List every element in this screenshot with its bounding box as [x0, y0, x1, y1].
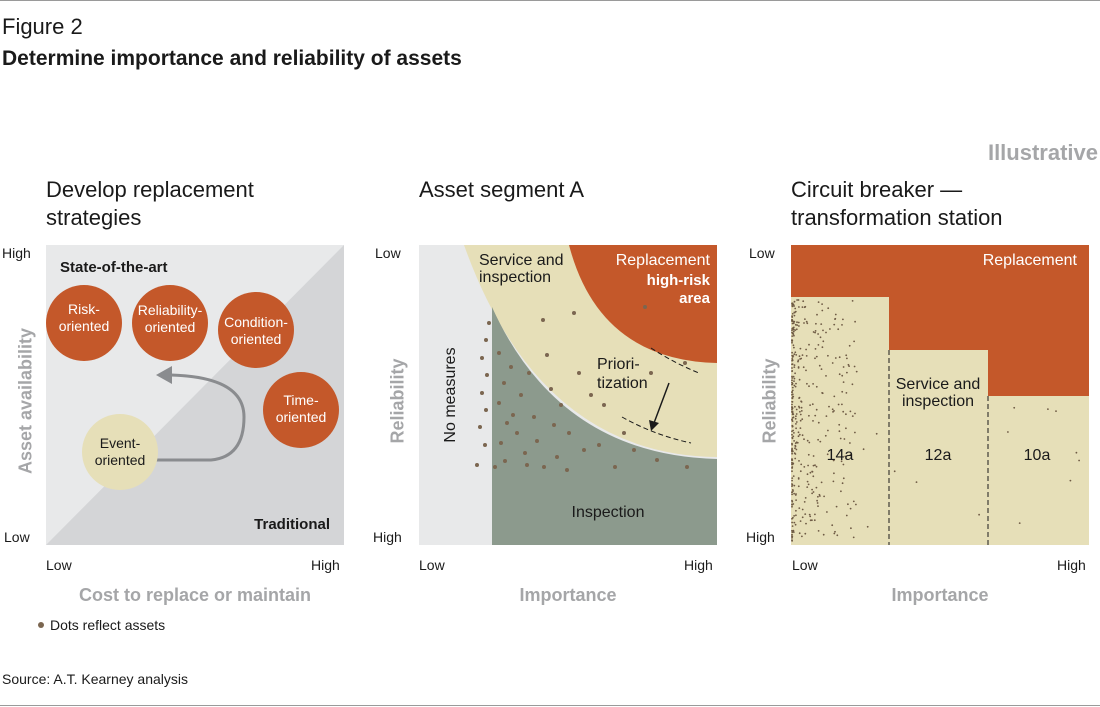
figure-title: Determine importance and reliability of …: [2, 47, 462, 70]
segment-label-10a: 10a: [1024, 447, 1051, 464]
asset-dots: [791, 299, 1080, 542]
replacement-label: Replacement: [983, 252, 1078, 269]
panel2-x-low: Low: [419, 557, 445, 573]
condition-oriented-circle: [218, 292, 294, 368]
panel1-x-axis-label: Cost to replace or maintain: [78, 585, 312, 605]
segment-label-14a: 14a: [827, 447, 854, 464]
reliability-oriented-circle: [132, 285, 208, 361]
prioritization-line1: Priori-: [597, 356, 640, 373]
panel2-y-axis-label: Reliability: [387, 358, 408, 444]
panel2-diagram: Service and inspection Replacement high-…: [419, 245, 717, 545]
replacement-label: Replacement: [616, 252, 711, 269]
high-risk-line1: high-risk: [647, 272, 711, 289]
time-oriented-line1: Time-: [283, 392, 319, 408]
panel1-diagram: State-of-the-art Traditional Risk- orien…: [46, 245, 344, 545]
panel3-y-bottom: High: [746, 529, 775, 545]
panel2-x-axis-label: Importance: [519, 585, 617, 605]
service-inspection-line2: inspection: [479, 269, 551, 286]
strategy-arrow: [156, 373, 246, 462]
panel3-y-axis-label: Reliability: [759, 358, 780, 444]
inspection-label: Inspection: [572, 504, 645, 521]
no-measures-label: No measures: [442, 347, 459, 442]
panel2-y-bottom: High: [373, 529, 402, 545]
legend-note-text: Dots reflect assets: [50, 617, 166, 633]
panel3-diagram: Replacement Service and inspection 14a 1…: [791, 245, 1089, 545]
prioritization-boundary-upper: [650, 347, 700, 374]
segment-label-12a: 12a: [925, 447, 952, 464]
panel1-y-high: High: [2, 245, 31, 261]
traditional-label: Traditional: [254, 516, 330, 533]
asset-dots: [475, 305, 689, 472]
source-note: Source: A.T. Kearney analysis: [2, 671, 188, 687]
state-of-the-art-label: State-of-the-art: [60, 259, 168, 276]
legend-note: Dots reflect assets: [38, 617, 165, 633]
panel3-y-top: Low: [749, 245, 775, 261]
reliability-oriented-line2: oriented: [145, 319, 196, 335]
panel3-title: Circuit breaker — transformation station: [791, 176, 1003, 232]
risk-oriented-circle: [46, 285, 122, 361]
high-risk-area: [569, 245, 717, 363]
service-inspection-line1: Service and: [896, 376, 981, 393]
figure-label: Figure 2: [2, 14, 83, 39]
panel1-x-high: High: [311, 557, 340, 573]
panel3-x-low: Low: [792, 557, 818, 573]
panel1-title-line1: Develop replacement: [46, 177, 254, 202]
prioritization-arrow: [653, 382, 670, 424]
panel1-y-axis-label: Asset availability: [15, 327, 36, 475]
service-inspection-line2: inspection: [902, 393, 974, 410]
event-oriented-line2: oriented: [95, 452, 146, 468]
prioritization-line2: tization: [597, 375, 648, 392]
risk-oriented-line1: Risk-: [68, 301, 100, 317]
event-oriented-circle: [82, 414, 158, 490]
condition-oriented-line2: oriented: [231, 331, 282, 347]
panel3-title-line1: Circuit breaker —: [791, 177, 963, 202]
panel2-x-high: High: [684, 557, 713, 573]
prioritization-arrowhead: [649, 420, 659, 431]
panel1-title-line2: strategies: [46, 205, 142, 230]
bottom-rule: [0, 705, 1100, 706]
risk-oriented-line2: oriented: [59, 318, 110, 334]
top-rule: [0, 0, 1100, 1]
panel1-x-low: Low: [46, 557, 72, 573]
replacement-area: [791, 245, 1089, 396]
panel1-y-low: Low: [4, 529, 30, 545]
panel2-y-top: Low: [375, 245, 401, 261]
event-oriented-line1: Event-: [100, 435, 141, 451]
time-oriented-circle: [263, 372, 339, 448]
legend-dot-icon: [38, 622, 44, 629]
prioritization-boundary-lower: [621, 416, 692, 444]
inspection-area: [492, 307, 717, 545]
service-inspection-line1: Service and: [479, 252, 564, 269]
panel1-title: Develop replacement strategies: [46, 176, 254, 232]
condition-oriented-line1: Condition-: [224, 314, 288, 330]
panel2-title: Asset segment A: [419, 177, 585, 202]
time-oriented-line2: oriented: [276, 409, 327, 425]
strategy-arrowhead: [156, 366, 172, 384]
panel3-title-line2: transformation station: [791, 205, 1003, 230]
illustrative-label: Illustrative: [987, 140, 1098, 165]
panel3-x-axis-label: Importance: [891, 585, 989, 605]
high-risk-line2: area: [679, 290, 711, 307]
reliability-oriented-line1: Reliability-: [138, 302, 203, 318]
panel3-x-high: High: [1057, 557, 1086, 573]
